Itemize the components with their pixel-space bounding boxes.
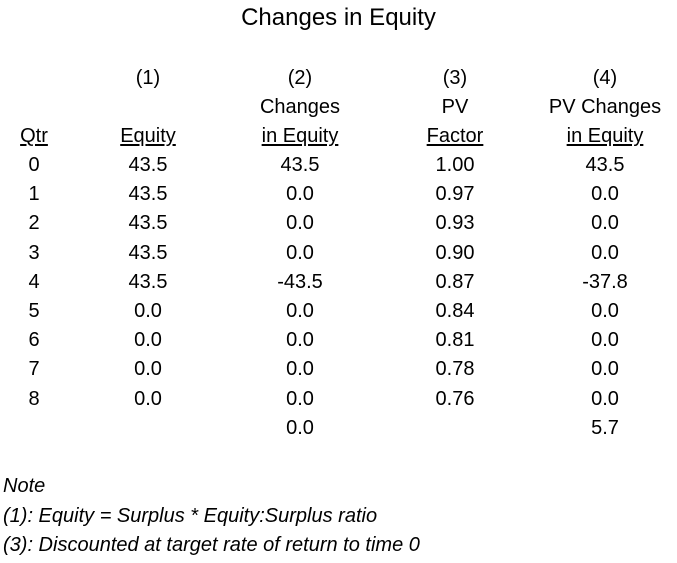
table-cell-pv_changes: 0.0 <box>591 212 619 235</box>
table-cell-equity: 0.0 <box>134 329 162 352</box>
note-line-1: (1): Equity = Surplus * Equity:Surplus r… <box>3 505 378 527</box>
table-cell-pv_changes: 0.0 <box>591 329 619 352</box>
table-cell-changes: 0.0 <box>286 212 314 235</box>
table-cell-changes: -43.5 <box>277 270 323 293</box>
table-cell-qtr: 4 <box>28 270 40 293</box>
column-label-top-pv_changes: PV Changes <box>548 96 662 118</box>
table-cell-equity: 43.5 <box>128 212 168 235</box>
column-label-qtr: Qtr <box>20 125 48 147</box>
table-cell-equity: 43.5 <box>128 270 168 293</box>
table-cell-equity: 0.0 <box>134 358 162 381</box>
total-cell-pv_changes: 5.7 <box>591 416 619 439</box>
table-cell-pv_factor: 1.00 <box>435 154 475 176</box>
table-cell-changes: 0.0 <box>286 329 314 352</box>
table-cell-equity: 43.5 <box>128 183 168 206</box>
table-cell-pv_factor: 0.76 <box>435 387 475 410</box>
column-label-changes: in Equity <box>261 125 339 147</box>
table-cell-qtr: 3 <box>28 241 40 264</box>
table-cell-changes: 0.0 <box>286 387 314 410</box>
column-number-pv_changes: (4) <box>592 67 618 89</box>
table-cell-pv_changes: -37.8 <box>582 270 628 293</box>
table-cell-pv_changes: 0.0 <box>591 241 619 264</box>
table-cell-pv_factor: 0.87 <box>435 270 475 293</box>
table-cell-changes: 0.0 <box>286 241 314 264</box>
table-cell-changes: 0.0 <box>286 300 314 322</box>
table-cell-equity: 43.5 <box>128 154 168 176</box>
table-cell-changes: 0.0 <box>286 358 314 381</box>
column-label-equity: Equity <box>120 125 176 147</box>
table-cell-pv_factor: 0.81 <box>435 329 475 352</box>
table-cell-qtr: 8 <box>28 387 40 410</box>
column-number-equity: (1) <box>135 67 161 89</box>
column-label-top-pv_factor: PV <box>441 96 469 118</box>
table-cell-qtr: 1 <box>28 183 40 206</box>
table-cell-pv_changes: 0.0 <box>591 300 619 322</box>
page-title: Changes in Equity <box>241 4 436 31</box>
table-cell-pv_factor: 0.78 <box>435 358 475 381</box>
column-number-pv_factor: (3) <box>442 67 468 89</box>
table-cell-equity: 43.5 <box>128 241 168 264</box>
table-cell-pv_factor: 0.97 <box>435 183 475 206</box>
note-line-2: (3): Discounted at target rate of return… <box>3 534 420 556</box>
table-cell-pv_changes: 0.0 <box>591 358 619 381</box>
table-cell-equity: 0.0 <box>134 387 162 410</box>
table-cell-qtr: 0 <box>28 154 40 176</box>
table-cell-changes: 43.5 <box>280 154 320 176</box>
table-cell-pv_factor: 0.90 <box>435 241 475 264</box>
table-cell-qtr: 7 <box>28 358 40 381</box>
table-cell-pv_changes: 0.0 <box>591 387 619 410</box>
table-cell-pv_changes: 0.0 <box>591 183 619 206</box>
column-label-top-changes: Changes <box>259 96 341 118</box>
table-cell-pv_factor: 0.84 <box>435 300 475 322</box>
total-cell-changes: 0.0 <box>286 416 314 439</box>
table-cell-qtr: 2 <box>28 212 40 235</box>
table-cell-pv_changes: 43.5 <box>585 154 625 176</box>
column-label-pv_changes: in Equity <box>566 125 644 147</box>
column-label-pv_factor: Factor <box>426 125 484 147</box>
table-cell-qtr: 5 <box>28 300 40 322</box>
table-cell-pv_factor: 0.93 <box>435 212 475 235</box>
column-number-changes: (2) <box>287 67 313 89</box>
note-heading: Note <box>3 475 46 497</box>
table-cell-qtr: 6 <box>28 329 40 352</box>
table-cell-changes: 0.0 <box>286 183 314 206</box>
table-cell-equity: 0.0 <box>134 300 162 322</box>
